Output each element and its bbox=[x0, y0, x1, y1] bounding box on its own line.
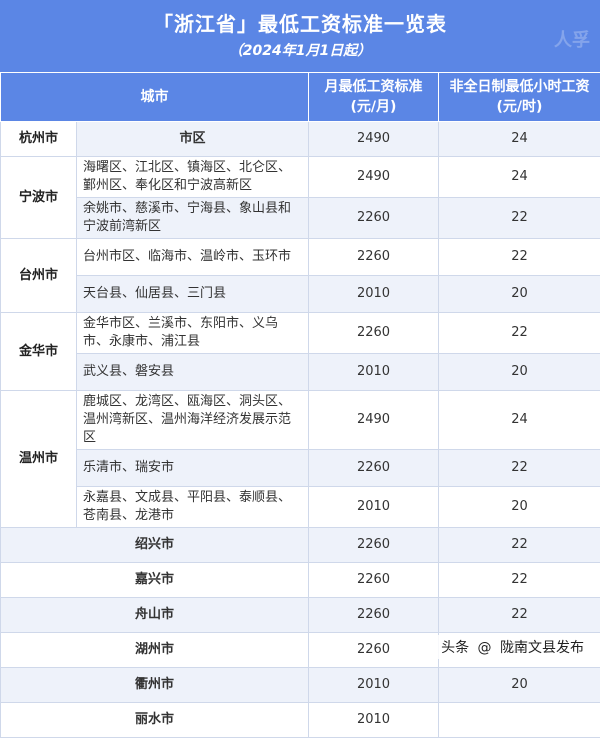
city-hangzhou: 杭州市 bbox=[1, 122, 77, 157]
table-row: 金华市 金华市区、兰溪市、东阳市、义乌市、永康市、浦江县 2260 22 bbox=[1, 313, 600, 354]
page-title: 「浙江省」最低工资标准一览表 bbox=[0, 8, 600, 37]
hourly-cell: 20 bbox=[439, 354, 600, 391]
hourly-cell: 22 bbox=[439, 198, 600, 239]
table-row: 永嘉县、文成县、平阳县、泰顺县、苍南县、龙港市 2010 20 bbox=[1, 487, 600, 528]
source-attribution: 头条 @ 陇南文县发布 bbox=[437, 635, 588, 659]
at-icon: @ bbox=[478, 640, 492, 656]
hourly-cell: 22 bbox=[439, 450, 600, 487]
monthly-cell: 2260 bbox=[309, 313, 439, 354]
hourly-cell: 24 bbox=[439, 122, 600, 157]
table-row: 余姚市、慈溪市、宁海县、象山县和宁波前湾新区 2260 22 bbox=[1, 198, 600, 239]
monthly-cell: 2260 bbox=[309, 633, 439, 668]
monthly-cell: 2010 bbox=[309, 703, 439, 738]
monthly-cell: 2490 bbox=[309, 122, 439, 157]
district-cell: 永嘉县、文成县、平阳县、泰顺县、苍南县、龙港市 bbox=[77, 487, 309, 528]
monthly-cell: 2010 bbox=[309, 487, 439, 528]
table-row: 杭州市 市区 2490 24 bbox=[1, 122, 600, 157]
district-cell: 余姚市、慈溪市、宁海县、象山县和宁波前湾新区 bbox=[77, 198, 309, 239]
monthly-cell: 2260 bbox=[309, 239, 439, 276]
hourly-cell: 20 bbox=[439, 276, 600, 313]
table-row: 天台县、仙居县、三门县 2010 20 bbox=[1, 276, 600, 313]
district-cell: 乐清市、瑞安市 bbox=[77, 450, 309, 487]
district-cell: 鹿城区、龙湾区、瓯海区、洞头区、温州湾新区、温州海洋经济发展示范区 bbox=[77, 391, 309, 450]
monthly-cell: 2260 bbox=[309, 563, 439, 598]
table-row: 绍兴市 2260 22 bbox=[1, 528, 600, 563]
header-hourly-label: 非全日制最低小时工资 bbox=[450, 79, 590, 95]
city-zhoushan: 舟山市 bbox=[1, 598, 309, 633]
city-jinhua: 金华市 bbox=[1, 313, 77, 391]
table-row: 武义县、磐安县 2010 20 bbox=[1, 354, 600, 391]
city-taizhou: 台州市 bbox=[1, 239, 77, 313]
city-lishui: 丽水市 bbox=[1, 703, 309, 738]
header-monthly-unit: (元/月) bbox=[351, 99, 397, 115]
table-row: 衢州市 2010 20 bbox=[1, 668, 600, 703]
district-cell: 金华市区、兰溪市、东阳市、义乌市、永康市、浦江县 bbox=[77, 313, 309, 354]
table-row: 台州市 台州市区、临海市、温岭市、玉环市 2260 22 bbox=[1, 239, 600, 276]
page-subtitle: （2024年1月1日起） bbox=[0, 40, 600, 60]
monthly-cell: 2260 bbox=[309, 198, 439, 239]
table-row: 嘉兴市 2260 22 bbox=[1, 563, 600, 598]
table-header-banner: 「浙江省」最低工资标准一览表 （2024年1月1日起） 人孚 bbox=[0, 0, 600, 72]
monthly-cell: 2490 bbox=[309, 391, 439, 450]
hourly-cell: 24 bbox=[439, 391, 600, 450]
header-monthly: 月最低工资标准 (元/月) bbox=[309, 73, 439, 122]
footer-prefix: 头条 bbox=[441, 640, 469, 656]
watermark-logo: 人孚 bbox=[554, 26, 590, 52]
hourly-cell: 22 bbox=[439, 313, 600, 354]
district-cell: 天台县、仙居县、三门县 bbox=[77, 276, 309, 313]
table-row: 丽水市 2010 bbox=[1, 703, 600, 738]
header-hourly-unit: (元/时) bbox=[497, 99, 543, 115]
monthly-cell: 2260 bbox=[309, 450, 439, 487]
hourly-cell: 24 bbox=[439, 157, 600, 198]
city-quzhou: 衢州市 bbox=[1, 668, 309, 703]
footer-source: 陇南文县发布 bbox=[500, 640, 584, 656]
city-jiaxing: 嘉兴市 bbox=[1, 563, 309, 598]
monthly-cell: 2010 bbox=[309, 668, 439, 703]
hourly-cell bbox=[439, 703, 600, 738]
hourly-cell: 22 bbox=[439, 528, 600, 563]
table-row: 温州市 鹿城区、龙湾区、瓯海区、洞头区、温州湾新区、温州海洋经济发展示范区 24… bbox=[1, 391, 600, 450]
monthly-cell: 2260 bbox=[309, 598, 439, 633]
monthly-cell: 2010 bbox=[309, 276, 439, 313]
table-row: 宁波市 海曙区、江北区、镇海区、北仑区、鄞州区、奉化区和宁波高新区 2490 2… bbox=[1, 157, 600, 198]
district-cell: 武义县、磐安县 bbox=[77, 354, 309, 391]
city-ningbo: 宁波市 bbox=[1, 157, 77, 239]
city-wenzhou: 温州市 bbox=[1, 391, 77, 528]
hourly-cell: 22 bbox=[439, 563, 600, 598]
district-cell: 市区 bbox=[77, 122, 309, 157]
table-row: 舟山市 2260 22 bbox=[1, 598, 600, 633]
monthly-cell: 2490 bbox=[309, 157, 439, 198]
city-shaoxing: 绍兴市 bbox=[1, 528, 309, 563]
hourly-cell: 20 bbox=[439, 487, 600, 528]
monthly-cell: 2260 bbox=[309, 528, 439, 563]
header-city: 城市 bbox=[1, 73, 309, 122]
city-huzhou: 湖州市 bbox=[1, 633, 309, 668]
header-hourly: 非全日制最低小时工资 (元/时) bbox=[439, 73, 600, 122]
district-cell: 台州市区、临海市、温岭市、玉环市 bbox=[77, 239, 309, 276]
hourly-cell: 22 bbox=[439, 239, 600, 276]
header-monthly-label: 月最低工资标准 bbox=[325, 79, 423, 95]
hourly-cell: 20 bbox=[439, 668, 600, 703]
district-cell: 海曙区、江北区、镇海区、北仑区、鄞州区、奉化区和宁波高新区 bbox=[77, 157, 309, 198]
hourly-cell: 22 bbox=[439, 598, 600, 633]
table-row: 乐清市、瑞安市 2260 22 bbox=[1, 450, 600, 487]
monthly-cell: 2010 bbox=[309, 354, 439, 391]
